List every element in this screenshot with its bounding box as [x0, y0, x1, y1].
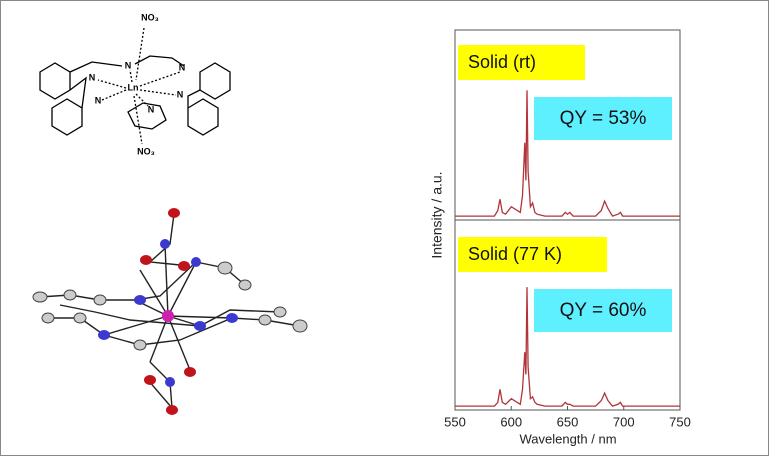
qy-annotation: QY = 53% — [560, 108, 647, 129]
figure: NO₃ N N N N N N Ln NO₃ Intensity / a.u. … — [0, 0, 769, 456]
atom-label: N — [148, 104, 155, 114]
x-tick-label: 750 — [669, 414, 691, 429]
x-tick-label: 550 — [444, 414, 466, 429]
atom-label: N — [95, 95, 102, 105]
x-tick-label: 650 — [557, 414, 579, 429]
atom-label: NO₃ — [137, 146, 155, 156]
x-axis-label: Wavelength / nm — [519, 431, 616, 446]
frame — [1, 1, 769, 456]
atom-label: N — [177, 89, 184, 99]
atom-label: N — [125, 60, 132, 70]
panel-label: Solid (77 K) — [468, 244, 562, 264]
atom-label: N — [179, 62, 186, 72]
y-axis-label: Intensity / a.u. — [429, 171, 445, 258]
atom-label: N — [89, 72, 96, 82]
x-tick-label: 600 — [500, 414, 522, 429]
atom-label: Ln — [128, 82, 139, 92]
qy-annotation: QY = 60% — [560, 300, 647, 321]
x-tick-label: 700 — [613, 414, 635, 429]
panel-label: Solid (rt) — [468, 52, 536, 72]
atom-label: NO₃ — [141, 12, 159, 22]
